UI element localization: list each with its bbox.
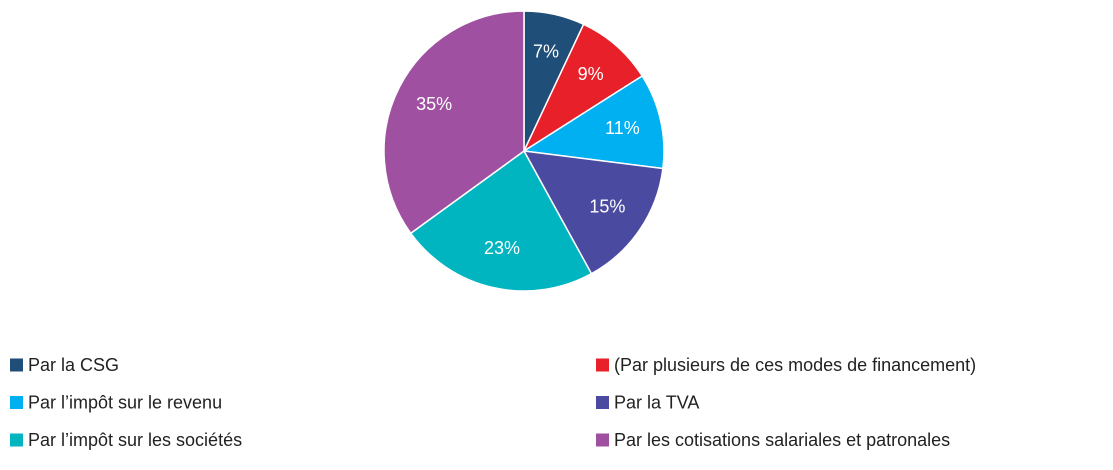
pie-slice <box>383 10 525 235</box>
legend-label: Par les cotisations salariales et patron… <box>614 430 950 450</box>
legend-swatch <box>596 433 609 447</box>
data-label: 7% <box>533 41 559 61</box>
legend-label: Par la TVA <box>614 392 699 412</box>
legend-swatch <box>596 358 609 372</box>
data-label: 9% <box>578 64 604 84</box>
legend-label: (Par plusieurs de ces modes de financeme… <box>614 355 976 375</box>
legend-swatch <box>596 396 609 409</box>
pie-slice <box>522 23 644 154</box>
pie-slice <box>409 149 593 292</box>
legend-label: Par la CSG <box>28 355 119 375</box>
pie-slice <box>521 74 665 170</box>
legend-label: Par l’impôt sur le revenu <box>28 392 222 412</box>
legend-swatch <box>10 358 23 372</box>
data-label: 15% <box>589 196 625 216</box>
legend-swatch <box>10 396 23 409</box>
data-label: 11% <box>605 118 640 138</box>
legend-label: Par l’impôt sur les sociétés <box>28 430 242 450</box>
legend-swatch <box>10 433 23 447</box>
pie-slice <box>522 150 664 275</box>
data-label: 23% <box>484 238 520 258</box>
data-label: 35% <box>416 94 452 114</box>
